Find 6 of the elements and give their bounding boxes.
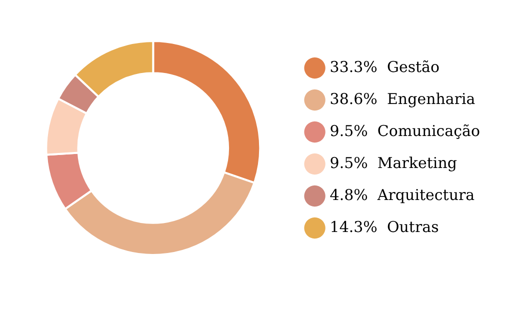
legend-label: 4.8% Arquitectura [330,186,475,204]
legend-label: 9.5% Comunicação [330,122,480,140]
legend-label: 38.6% Engenharia [330,90,476,108]
legend-label: 33.3% Gestão [330,58,440,76]
legend-label: 9.5% Marketing [330,154,458,172]
legend-label: 14.3% Outras [330,218,439,236]
